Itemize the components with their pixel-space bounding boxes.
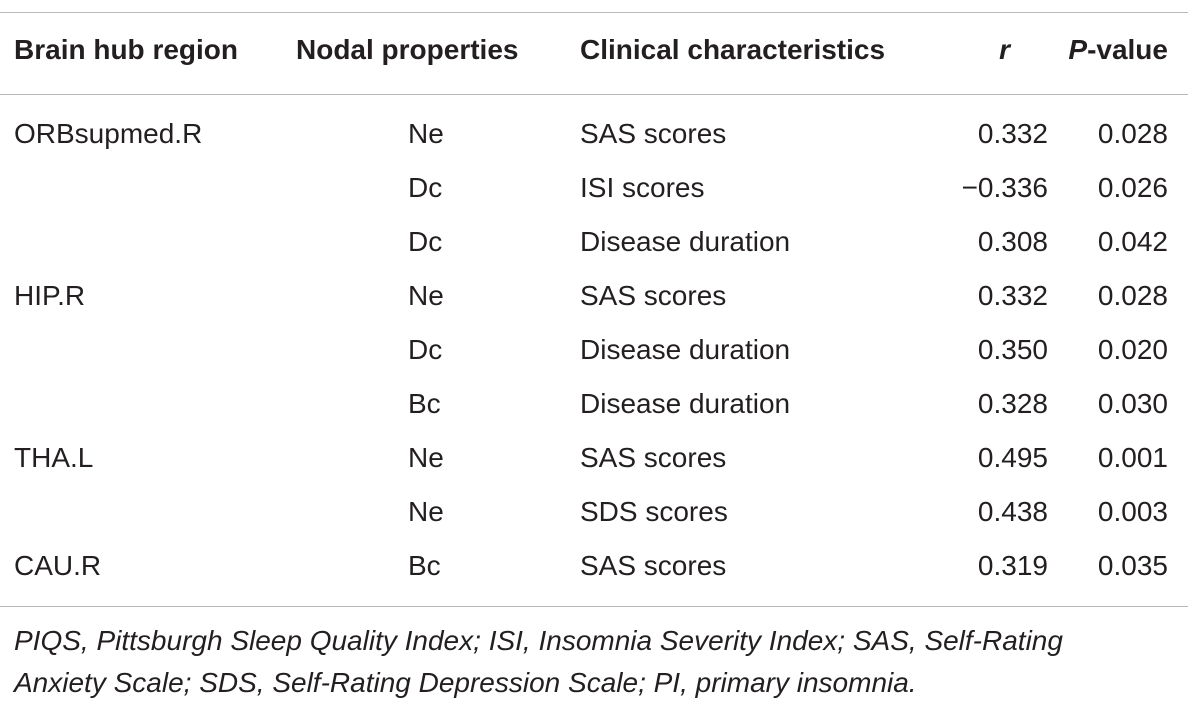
cell-r: 0.495: [977, 442, 1048, 473]
table-row: Bc Disease duration 0.328 0.030: [0, 376, 1200, 430]
table-row: Dc Disease duration 0.350 0.020: [0, 322, 1200, 376]
cell-nodal: Ne: [408, 442, 444, 473]
header-brain-hub-region: Brain hub region: [14, 34, 238, 65]
table-row: HIP.R Ne SAS scores 0.332 0.028: [0, 268, 1200, 322]
cell-r: 0.308: [977, 226, 1048, 257]
cell-clinical: SAS scores: [580, 280, 727, 311]
cell-clinical: SAS scores: [580, 442, 727, 473]
table-row: Ne SDS scores 0.438 0.003: [0, 484, 1200, 538]
table-row: Dc ISI scores −0.336 0.026: [0, 160, 1200, 214]
footnote-line-1: PIQS, Pittsburgh Sleep Quality Index; IS…: [14, 625, 1063, 656]
table-row: THA.L Ne SAS scores 0.495 0.001: [0, 430, 1200, 484]
cell-p: 0.028: [1097, 280, 1168, 311]
cell-p: 0.035: [1097, 550, 1168, 581]
cell-clinical: Disease duration: [580, 388, 791, 419]
header-p-symbol: P: [1068, 34, 1088, 65]
cell-clinical: Disease duration: [580, 334, 791, 365]
header-p-suffix: -value: [1087, 34, 1168, 65]
cell-region: CAU.R: [14, 550, 102, 581]
table-row: ORBsupmed.R Ne SAS scores 0.332 0.028: [0, 106, 1200, 160]
cell-r: −0.336: [961, 172, 1048, 203]
table-body: ORBsupmed.R Ne SAS scores 0.332 0.028 Dc…: [0, 106, 1200, 592]
cell-nodal: Ne: [408, 496, 444, 527]
cell-r: 0.332: [977, 280, 1048, 311]
cell-nodal: Dc: [408, 334, 443, 365]
cell-p: 0.042: [1097, 226, 1168, 257]
cell-p: 0.020: [1097, 334, 1168, 365]
cell-clinical: SAS scores: [580, 550, 727, 581]
table-row: CAU.R Bc SAS scores 0.319 0.035: [0, 538, 1200, 592]
header-nodal-properties: Nodal properties: [296, 34, 519, 65]
bottom-rule: [0, 606, 1188, 607]
header-r-symbol: r: [999, 34, 1010, 65]
table-row: Dc Disease duration 0.308 0.042: [0, 214, 1200, 268]
cell-nodal: Ne: [408, 118, 444, 149]
cell-nodal: Dc: [408, 172, 443, 203]
cell-r: 0.332: [977, 118, 1048, 149]
header-p-value: P-value: [1068, 34, 1168, 66]
cell-nodal: Bc: [408, 388, 441, 419]
footnote-line-2: Anxiety Scale; SDS, Self-Rating Depressi…: [14, 667, 917, 698]
cell-clinical: SAS scores: [580, 118, 727, 149]
cell-r: 0.350: [977, 334, 1048, 365]
cell-nodal: Ne: [408, 280, 444, 311]
top-rule: [0, 12, 1188, 13]
cell-p: 0.003: [1097, 496, 1168, 527]
cell-p: 0.026: [1097, 172, 1168, 203]
cell-region: THA.L: [14, 442, 94, 473]
cell-nodal: Bc: [408, 550, 441, 581]
cell-p: 0.001: [1097, 442, 1168, 473]
cell-region: ORBsupmed.R: [14, 118, 203, 149]
cell-clinical: Disease duration: [580, 226, 791, 257]
cell-r: 0.438: [977, 496, 1048, 527]
cell-r: 0.328: [977, 388, 1048, 419]
header-rule: [0, 94, 1188, 95]
table-footnote: PIQS, Pittsburgh Sleep Quality Index; IS…: [14, 620, 1194, 704]
cell-nodal: Dc: [408, 226, 443, 257]
cell-clinical: SDS scores: [580, 496, 728, 527]
header-clinical-characteristics: Clinical characteristics: [580, 34, 886, 65]
header-r: r: [999, 34, 1010, 66]
cell-region: HIP.R: [14, 280, 86, 311]
cell-r: 0.319: [977, 550, 1048, 581]
cell-clinical: ISI scores: [580, 172, 705, 203]
cell-p: 0.030: [1097, 388, 1168, 419]
cell-p: 0.028: [1097, 118, 1168, 149]
table-header-row: Brain hub region Nodal properties Clinic…: [0, 22, 1200, 82]
